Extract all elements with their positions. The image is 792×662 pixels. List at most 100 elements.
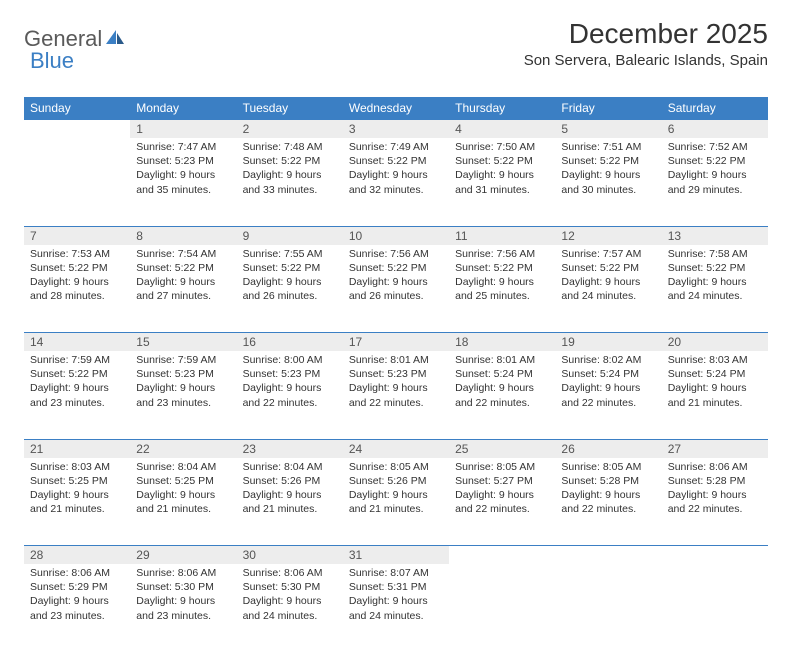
day-body-cell: Sunrise: 8:06 AMSunset: 5:29 PMDaylight:… xyxy=(24,564,130,652)
calendar-page: General December 2025 Son Servera, Balea… xyxy=(0,0,792,662)
day-details: Sunrise: 8:04 AMSunset: 5:25 PMDaylight:… xyxy=(130,458,236,523)
day-body-cell: Sunrise: 7:56 AMSunset: 5:22 PMDaylight:… xyxy=(343,245,449,333)
content-row: Sunrise: 8:03 AMSunset: 5:25 PMDaylight:… xyxy=(24,458,768,546)
daylight-line: Daylight: 9 hours and 22 minutes. xyxy=(455,488,549,516)
sunset-line: Sunset: 5:22 PM xyxy=(561,261,655,275)
daylight-line: Daylight: 9 hours and 22 minutes. xyxy=(349,381,443,409)
weekday-header: Wednesday xyxy=(343,97,449,120)
day-number-cell: 11 xyxy=(449,226,555,245)
day-body-cell: Sunrise: 8:00 AMSunset: 5:23 PMDaylight:… xyxy=(237,351,343,439)
day-body-cell xyxy=(662,564,768,652)
sunset-line: Sunset: 5:23 PM xyxy=(243,367,337,381)
sunset-line: Sunset: 5:28 PM xyxy=(561,474,655,488)
sunset-line: Sunset: 5:25 PM xyxy=(30,474,124,488)
sunset-line: Sunset: 5:24 PM xyxy=(455,367,549,381)
sunset-line: Sunset: 5:22 PM xyxy=(30,367,124,381)
daylight-line: Daylight: 9 hours and 21 minutes. xyxy=(243,488,337,516)
sunrise-line: Sunrise: 8:04 AM xyxy=(136,460,230,474)
day-body-cell: Sunrise: 8:07 AMSunset: 5:31 PMDaylight:… xyxy=(343,564,449,652)
day-body-cell: Sunrise: 8:03 AMSunset: 5:25 PMDaylight:… xyxy=(24,458,130,546)
daylight-line: Daylight: 9 hours and 23 minutes. xyxy=(30,381,124,409)
sunrise-line: Sunrise: 8:05 AM xyxy=(349,460,443,474)
sunset-line: Sunset: 5:25 PM xyxy=(136,474,230,488)
day-body-cell: Sunrise: 8:06 AMSunset: 5:30 PMDaylight:… xyxy=(237,564,343,652)
day-details: Sunrise: 7:59 AMSunset: 5:23 PMDaylight:… xyxy=(130,351,236,416)
day-body-cell: Sunrise: 8:06 AMSunset: 5:30 PMDaylight:… xyxy=(130,564,236,652)
day-number-cell: 30 xyxy=(237,546,343,565)
sunset-line: Sunset: 5:30 PM xyxy=(243,580,337,594)
day-number-cell: 1 xyxy=(130,120,236,139)
content-row: Sunrise: 7:53 AMSunset: 5:22 PMDaylight:… xyxy=(24,245,768,333)
sunset-line: Sunset: 5:22 PM xyxy=(243,154,337,168)
sunset-line: Sunset: 5:31 PM xyxy=(349,580,443,594)
day-body-cell: Sunrise: 8:04 AMSunset: 5:26 PMDaylight:… xyxy=(237,458,343,546)
day-details: Sunrise: 7:48 AMSunset: 5:22 PMDaylight:… xyxy=(237,138,343,203)
sunrise-line: Sunrise: 7:52 AM xyxy=(668,140,762,154)
day-details: Sunrise: 7:47 AMSunset: 5:23 PMDaylight:… xyxy=(130,138,236,203)
daynum-row: 28293031 xyxy=(24,546,768,565)
day-body-cell: Sunrise: 7:53 AMSunset: 5:22 PMDaylight:… xyxy=(24,245,130,333)
daylight-line: Daylight: 9 hours and 32 minutes. xyxy=(349,168,443,196)
day-body-cell: Sunrise: 7:52 AMSunset: 5:22 PMDaylight:… xyxy=(662,138,768,226)
day-body-cell: Sunrise: 8:02 AMSunset: 5:24 PMDaylight:… xyxy=(555,351,661,439)
day-details: Sunrise: 8:01 AMSunset: 5:23 PMDaylight:… xyxy=(343,351,449,416)
content-row: Sunrise: 7:47 AMSunset: 5:23 PMDaylight:… xyxy=(24,138,768,226)
day-details: Sunrise: 7:59 AMSunset: 5:22 PMDaylight:… xyxy=(24,351,130,416)
day-number-cell: 27 xyxy=(662,439,768,458)
daylight-line: Daylight: 9 hours and 21 minutes. xyxy=(349,488,443,516)
month-title: December 2025 xyxy=(524,18,768,50)
sunset-line: Sunset: 5:22 PM xyxy=(668,261,762,275)
day-number-cell: 21 xyxy=(24,439,130,458)
day-details: Sunrise: 7:51 AMSunset: 5:22 PMDaylight:… xyxy=(555,138,661,203)
daylight-line: Daylight: 9 hours and 23 minutes. xyxy=(136,381,230,409)
weekday-row: SundayMondayTuesdayWednesdayThursdayFrid… xyxy=(24,97,768,120)
day-number-cell: 24 xyxy=(343,439,449,458)
day-number-cell xyxy=(662,546,768,565)
day-details: Sunrise: 7:57 AMSunset: 5:22 PMDaylight:… xyxy=(555,245,661,310)
sunset-line: Sunset: 5:23 PM xyxy=(349,367,443,381)
day-number-cell: 22 xyxy=(130,439,236,458)
day-number-cell: 8 xyxy=(130,226,236,245)
day-number-cell: 6 xyxy=(662,120,768,139)
sunrise-line: Sunrise: 8:06 AM xyxy=(243,566,337,580)
daylight-line: Daylight: 9 hours and 35 minutes. xyxy=(136,168,230,196)
sunrise-line: Sunrise: 8:01 AM xyxy=(455,353,549,367)
sunrise-line: Sunrise: 7:54 AM xyxy=(136,247,230,261)
daylight-line: Daylight: 9 hours and 21 minutes. xyxy=(136,488,230,516)
daylight-line: Daylight: 9 hours and 26 minutes. xyxy=(243,275,337,303)
day-number-cell: 18 xyxy=(449,333,555,352)
daylight-line: Daylight: 9 hours and 25 minutes. xyxy=(455,275,549,303)
calendar-body: 123456Sunrise: 7:47 AMSunset: 5:23 PMDay… xyxy=(24,120,768,653)
title-block: December 2025 Son Servera, Balearic Isla… xyxy=(524,18,768,69)
sunrise-line: Sunrise: 7:50 AM xyxy=(455,140,549,154)
sunset-line: Sunset: 5:23 PM xyxy=(136,154,230,168)
daylight-line: Daylight: 9 hours and 22 minutes. xyxy=(455,381,549,409)
day-body-cell: Sunrise: 8:05 AMSunset: 5:27 PMDaylight:… xyxy=(449,458,555,546)
day-number-cell: 2 xyxy=(237,120,343,139)
day-body-cell: Sunrise: 8:01 AMSunset: 5:23 PMDaylight:… xyxy=(343,351,449,439)
sunset-line: Sunset: 5:22 PM xyxy=(349,154,443,168)
day-body-cell xyxy=(449,564,555,652)
day-details: Sunrise: 7:53 AMSunset: 5:22 PMDaylight:… xyxy=(24,245,130,310)
day-body-cell: Sunrise: 7:55 AMSunset: 5:22 PMDaylight:… xyxy=(237,245,343,333)
weekday-header: Tuesday xyxy=(237,97,343,120)
sail-icon xyxy=(106,30,124,44)
weekday-header: Saturday xyxy=(662,97,768,120)
daylight-line: Daylight: 9 hours and 24 minutes. xyxy=(561,275,655,303)
sunset-line: Sunset: 5:26 PM xyxy=(349,474,443,488)
daylight-line: Daylight: 9 hours and 21 minutes. xyxy=(30,488,124,516)
sunset-line: Sunset: 5:22 PM xyxy=(349,261,443,275)
day-number-cell: 23 xyxy=(237,439,343,458)
sunrise-line: Sunrise: 8:06 AM xyxy=(668,460,762,474)
sunrise-line: Sunrise: 7:55 AM xyxy=(243,247,337,261)
sunset-line: Sunset: 5:22 PM xyxy=(243,261,337,275)
sunrise-line: Sunrise: 8:00 AM xyxy=(243,353,337,367)
sunrise-line: Sunrise: 8:02 AM xyxy=(561,353,655,367)
daylight-line: Daylight: 9 hours and 31 minutes. xyxy=(455,168,549,196)
daylight-line: Daylight: 9 hours and 29 minutes. xyxy=(668,168,762,196)
day-number-cell: 4 xyxy=(449,120,555,139)
day-details: Sunrise: 8:02 AMSunset: 5:24 PMDaylight:… xyxy=(555,351,661,416)
day-body-cell xyxy=(555,564,661,652)
sunset-line: Sunset: 5:28 PM xyxy=(668,474,762,488)
day-number-cell: 16 xyxy=(237,333,343,352)
